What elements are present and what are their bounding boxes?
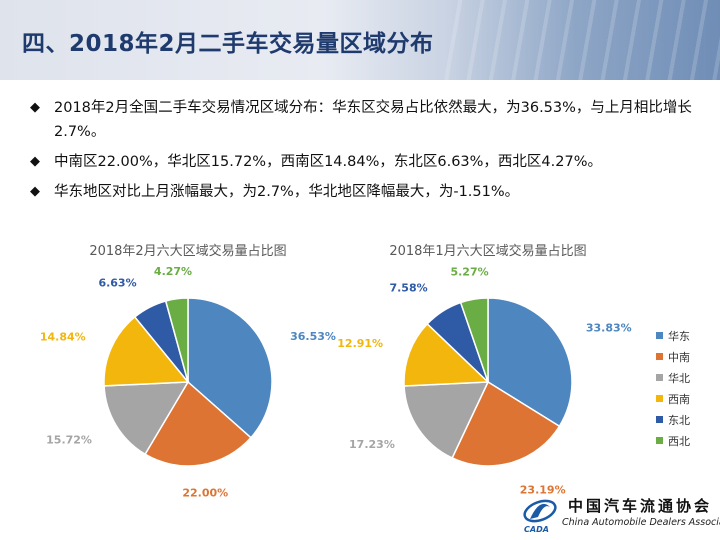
data-label: 14.84% bbox=[40, 330, 86, 343]
legend-swatch bbox=[656, 353, 663, 360]
legend-label: 华北 bbox=[668, 371, 690, 385]
legend-swatch bbox=[656, 437, 663, 444]
legend-item: 华北 bbox=[656, 367, 690, 388]
legend-label: 西南 bbox=[668, 392, 690, 406]
legend-item: 西南 bbox=[656, 388, 690, 409]
cada-logo-icon bbox=[523, 499, 557, 523]
data-label: 12.91% bbox=[337, 337, 383, 350]
page-title: 四、2018年2月二手车交易量区域分布 bbox=[22, 31, 434, 57]
bullet-text: 中南区22.00%，华北区15.72%，西南区14.84%，东北区6.63%，西… bbox=[54, 154, 602, 170]
data-label: 6.63% bbox=[98, 276, 136, 289]
diamond-bullet-icon: ◆ bbox=[30, 184, 40, 199]
data-label: 23.19% bbox=[520, 483, 566, 496]
legend-swatch bbox=[656, 374, 663, 381]
bullet-item: ◆ 2018年2月全国二手车交易情况区域分布：华东区交易占比依然最大，为36.5… bbox=[30, 96, 700, 144]
data-label: 36.53% bbox=[290, 330, 336, 343]
pie-slice-中南 bbox=[144, 380, 252, 467]
pie-slice-西南 bbox=[403, 322, 490, 387]
pie-chart-feb: 2018年2月六大区域交易量占比图 36.53% 22.00% 15.72% 14.8… bbox=[28, 240, 348, 500]
diamond-bullet-icon: ◆ bbox=[30, 100, 40, 115]
pie-slice-中南 bbox=[451, 380, 561, 467]
legend-label: 华东 bbox=[668, 329, 690, 343]
legend-swatch bbox=[656, 395, 663, 402]
data-label: 7.58% bbox=[389, 282, 427, 295]
pie-chart-svg: 36.53% 22.00% 15.72% 14.84% 6.63% 4.27% bbox=[40, 265, 336, 500]
pie-slice-西北 bbox=[164, 297, 189, 383]
header-cityscape-image bbox=[440, 0, 720, 80]
legend-item: 西北 bbox=[656, 430, 690, 451]
legend-label: 东北 bbox=[668, 413, 690, 427]
bullet-text: 2018年2月全国二手车交易情况区域分布：华东区交易占比依然最大，为36.53%… bbox=[54, 100, 692, 140]
legend-label: 西北 bbox=[668, 434, 690, 448]
legend-item: 东北 bbox=[656, 409, 690, 430]
legend-swatch bbox=[656, 416, 663, 423]
association-logo: CADA 中国汽车流通协会 China Automobile Dealers A… bbox=[520, 493, 720, 537]
data-label: 17.23% bbox=[349, 438, 395, 451]
pie-chart-svg: 33.83% 23.19% 17.23% 12.91% 7.58% 5.27% bbox=[337, 266, 632, 497]
legend-label: 中南 bbox=[668, 350, 690, 364]
data-label: 5.27% bbox=[450, 266, 488, 279]
pie-slice-西北 bbox=[459, 297, 489, 383]
data-label: 4.27% bbox=[154, 265, 192, 278]
chart-legend: 华东 中南 华北 西南 东北 西北 bbox=[656, 325, 690, 451]
pie-slice-华北 bbox=[103, 381, 190, 456]
bullet-list: ◆ 2018年2月全国二手车交易情况区域分布：华东区交易占比依然最大，为36.5… bbox=[30, 96, 700, 210]
data-label: 15.72% bbox=[46, 434, 92, 447]
slide-header: 四、2018年2月二手车交易量区域分布 bbox=[0, 0, 720, 80]
logo-abbreviation: CADA bbox=[524, 525, 549, 534]
chart-title: 2018年1月六大区域交易量占比图 bbox=[389, 244, 587, 259]
legend-swatch bbox=[656, 332, 663, 339]
diamond-bullet-icon: ◆ bbox=[30, 154, 40, 169]
pie-slice-华东 bbox=[187, 297, 273, 439]
bullet-text: 华东地区对比上月涨幅最大，为2.7%，华北地区降幅最大，为-1.51%。 bbox=[54, 184, 520, 200]
pie-chart-jan: 2018年1月六大区域交易量占比图 33.83% 23.19% 17.23% 12.9… bbox=[328, 240, 648, 500]
pie-slice-华北 bbox=[403, 381, 490, 459]
data-label: 33.83% bbox=[586, 322, 632, 335]
data-label: 22.00% bbox=[182, 487, 228, 500]
legend-item: 华东 bbox=[656, 325, 690, 346]
bullet-item: ◆ 中南区22.00%，华北区15.72%，西南区14.84%，东北区6.63%… bbox=[30, 150, 700, 174]
bullet-item: ◆ 华东地区对比上月涨幅最大，为2.7%，华北地区降幅最大，为-1.51%。 bbox=[30, 180, 700, 204]
logo-name-cn: 中国汽车流通协会 bbox=[568, 497, 713, 515]
chart-title: 2018年2月六大区域交易量占比图 bbox=[89, 244, 287, 259]
legend-item: 中南 bbox=[656, 346, 690, 367]
logo-name-en: China Automobile Dealers Association bbox=[562, 517, 720, 528]
pie-slice-西南 bbox=[103, 315, 190, 387]
